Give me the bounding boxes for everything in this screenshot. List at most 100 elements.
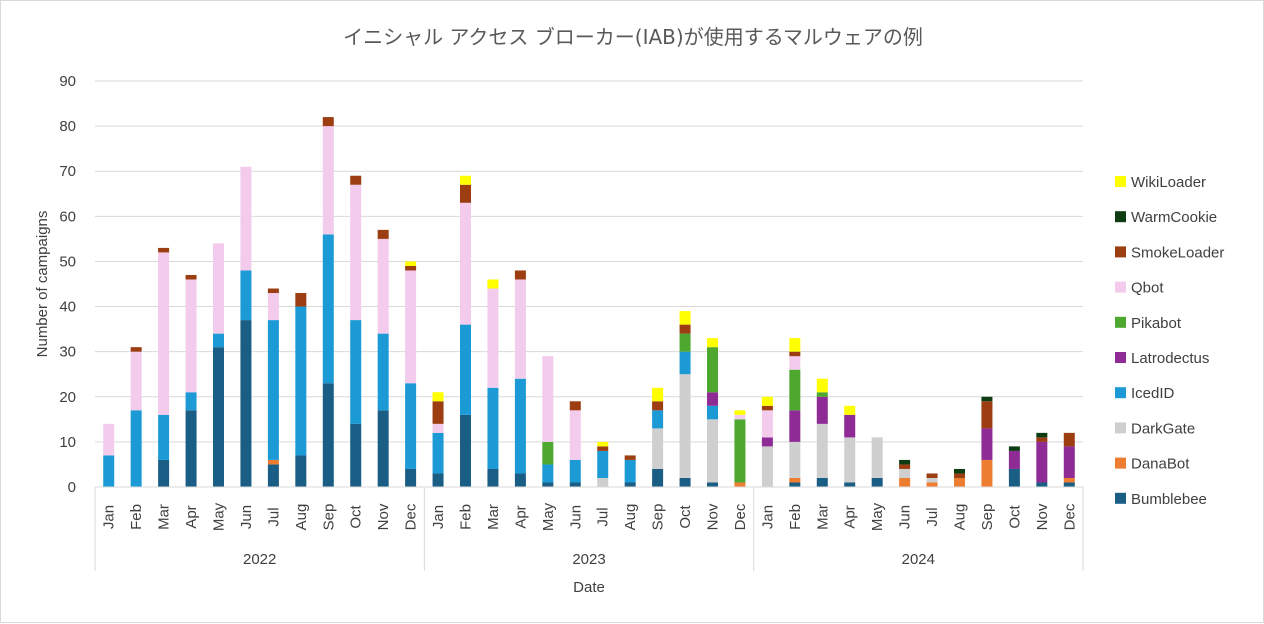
bar-segment-qbot xyxy=(185,279,197,393)
legend-swatch xyxy=(1115,492,1126,504)
bar-segment-bumblebee xyxy=(322,383,334,487)
bar-segment-darkgate xyxy=(789,441,801,478)
x-tick-label: Jun xyxy=(567,505,584,529)
y-tick-label: 60 xyxy=(59,208,76,225)
bar-segment-smokeloader xyxy=(652,401,664,411)
bar-segment-wikiloader xyxy=(761,396,773,406)
legend-swatch xyxy=(1115,316,1126,328)
bar-segment-darkgate xyxy=(652,428,664,469)
x-tick-label: Apr xyxy=(512,505,529,528)
legend: WikiLoader WarmCookie SmokeLoader Qbot Pikab… xyxy=(1115,174,1224,508)
bar-segment-wikiloader xyxy=(789,338,801,352)
bar-segment-bumblebee xyxy=(1063,482,1075,487)
bar-segment-pikabot xyxy=(542,441,554,465)
bar-segment-pikabot xyxy=(734,419,746,483)
bar-segment-qbot xyxy=(267,293,279,321)
y-axis-ticks: 0 10 20 30 40 50 60 70 80 90 xyxy=(59,73,76,496)
bar-segment-latrodectus xyxy=(816,396,828,424)
bar-segment-icedid xyxy=(158,414,170,460)
bar-segment-smokeloader xyxy=(185,274,197,280)
bar-segment-bumblebee xyxy=(213,347,224,487)
bar-segment-qbot xyxy=(405,270,417,384)
bar-segment-darkgate xyxy=(597,477,609,487)
chart-title: イニシャル アクセス ブローカー(IAB)が使用するマルウェアの例 xyxy=(343,25,923,49)
bar-segment-darkgate xyxy=(844,437,856,483)
bar-segment-bumblebee xyxy=(1036,482,1048,487)
legend-label: IcedID xyxy=(1131,385,1175,402)
bar-segment-bumblebee xyxy=(844,482,856,487)
x-tick-label: Jun xyxy=(897,505,914,529)
bar-segment-icedid xyxy=(707,405,718,420)
x-tick-label: Feb xyxy=(458,504,475,530)
bar-segment-qbot xyxy=(734,414,746,420)
bar-segment-icedid xyxy=(679,351,691,375)
bar-segment-wikiloader xyxy=(816,378,828,393)
bar-segment-danabot xyxy=(981,459,993,487)
bar-segment-latrodectus xyxy=(844,414,856,438)
bar-segment-icedid xyxy=(487,387,499,469)
bar-segment-smokeloader xyxy=(432,401,444,424)
bar-segment-latrodectus xyxy=(1008,450,1020,469)
bar-segment-bumblebee xyxy=(569,482,581,487)
bar-segment-warmcookie xyxy=(1008,446,1020,451)
bar-segment-darkgate xyxy=(871,437,883,478)
x-tick-label: Sep xyxy=(320,504,337,531)
bar-segment-smokeloader xyxy=(899,464,911,469)
bar-segment-qbot xyxy=(103,423,115,456)
bar-segment-darkgate xyxy=(899,468,911,478)
bar-segment-qbot xyxy=(240,166,252,271)
bar-segment-danabot xyxy=(267,459,279,465)
x-tick-label: Mar xyxy=(814,504,831,530)
x-tick-label: Jul xyxy=(265,507,282,526)
bar-segment-bumblebee xyxy=(624,482,636,487)
bar-segment-qbot xyxy=(514,279,526,379)
bar-segment-warmcookie xyxy=(981,396,993,402)
bar-segment-bumblebee xyxy=(816,477,828,487)
x-tick-label: Jun xyxy=(238,505,255,529)
x-tick-label: Oct xyxy=(1006,505,1023,529)
bar-segment-danabot xyxy=(926,482,938,487)
bar-segment-bumblebee xyxy=(1008,468,1020,487)
bar-segment-wikiloader xyxy=(652,387,664,402)
bar-segment-bumblebee xyxy=(514,473,526,487)
x-tick-label: Apr xyxy=(842,505,859,528)
x-tick-label: Oct xyxy=(348,505,365,529)
bar-segment-smokeloader xyxy=(1036,437,1048,442)
bar-segment-wikiloader xyxy=(679,311,691,325)
legend-item-icedid: IcedID xyxy=(1115,385,1175,402)
bar-segment-latrodectus xyxy=(789,410,801,442)
x-tick-label: May xyxy=(540,502,557,531)
bar-segment-warmcookie xyxy=(1036,432,1048,438)
legend-item-latrodectus: Latrodectus xyxy=(1115,350,1209,367)
bar-segment-icedid xyxy=(322,234,334,384)
legend-label: Qbot xyxy=(1131,280,1164,297)
bar-segment-latrodectus xyxy=(1036,441,1048,483)
year-label: 2023 xyxy=(572,551,605,568)
bar-segment-icedid xyxy=(624,459,636,483)
legend-item-smokeloader: SmokeLoader xyxy=(1115,244,1224,261)
bar-segment-smokeloader xyxy=(350,175,362,185)
x-tick-label: Jan xyxy=(759,505,776,529)
bar-segment-icedid xyxy=(652,410,664,429)
bar-segment-icedid xyxy=(213,333,224,348)
x-tick-label: May xyxy=(211,502,228,531)
bar-segment-qbot xyxy=(432,423,444,433)
bar-segment-smokeloader xyxy=(624,455,636,460)
x-tick-label: Feb xyxy=(787,504,804,530)
bar-segment-icedid xyxy=(377,333,389,411)
bar-segment-bumblebee xyxy=(460,414,471,487)
bar-segment-icedid xyxy=(350,320,362,424)
bar-segment-smokeloader xyxy=(954,473,965,478)
bar-segment-icedid xyxy=(185,392,197,411)
bar-segment-bumblebee xyxy=(487,468,499,487)
bar-segment-smokeloader xyxy=(405,265,417,271)
bar-segment-smokeloader xyxy=(514,270,526,280)
bar-segment-latrodectus xyxy=(1063,446,1075,478)
bar-segment-icedid xyxy=(295,306,307,456)
bar-segment-smokeloader xyxy=(377,229,389,239)
bar-segment-bumblebee xyxy=(158,459,170,487)
year-label: 2024 xyxy=(902,551,935,568)
bar-segment-bumblebee xyxy=(432,473,444,487)
bar-segment-qbot xyxy=(158,252,170,415)
x-tick-label: Apr xyxy=(183,505,200,528)
